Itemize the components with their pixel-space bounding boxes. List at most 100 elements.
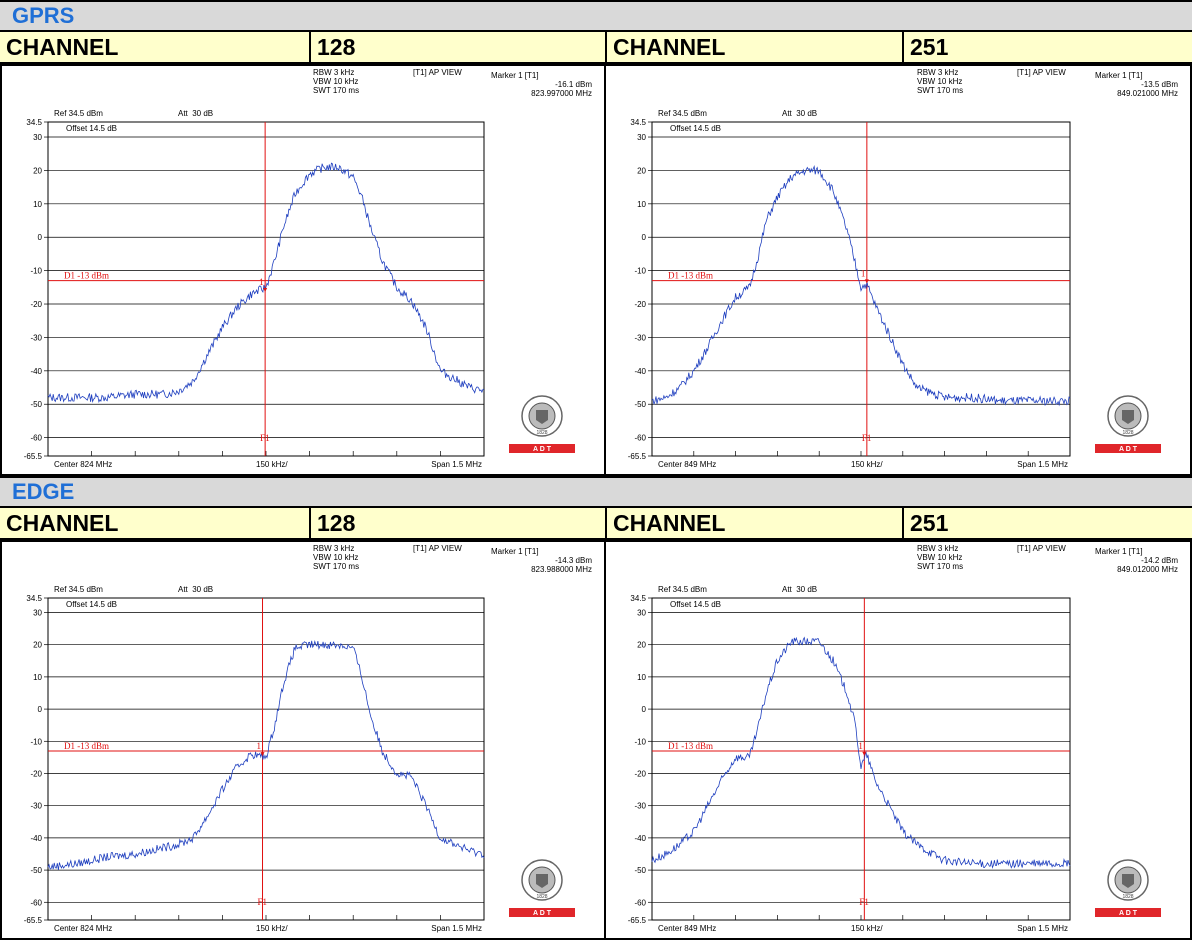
y-tick-label: 20	[637, 641, 646, 650]
y-tick-label: -60	[634, 898, 646, 907]
channel-row-edge: CHANNEL 128 CHANNEL 251	[0, 506, 1192, 540]
y-tick-label: -20	[634, 769, 646, 778]
y-tick-label: 30	[637, 133, 646, 142]
bureau-veritas-logo: 1828 A D T	[509, 859, 575, 917]
y-tick-label: 20	[33, 641, 42, 650]
marker-point	[862, 751, 867, 756]
y-tick-label: 34.5	[630, 118, 646, 127]
view-label: [T1] AP VIEW	[1017, 544, 1066, 553]
channel-label: CHANNEL	[605, 508, 902, 538]
y-tick-label: -40	[634, 367, 646, 376]
y-tick-label: -60	[634, 434, 646, 443]
span-per-division-label: 150 kHz/	[851, 460, 883, 469]
attenuation-label: Att 30 dB	[782, 585, 818, 594]
marker-number: 1	[259, 277, 264, 287]
logo-year: 1828	[1122, 430, 1133, 436]
y-tick-label: -20	[634, 300, 646, 309]
channel-row-gprs: CHANNEL 128 CHANNEL 251	[0, 30, 1192, 64]
y-tick-label: -65.5	[24, 452, 43, 461]
plot-frame	[47, 121, 485, 457]
marker-f1-label: F1	[862, 433, 872, 443]
plot-frame	[651, 121, 1071, 457]
bureau-veritas-logo: 1828 A D T	[1095, 859, 1161, 917]
y-tick-label: -10	[30, 737, 42, 746]
channel-label: CHANNEL	[605, 32, 902, 62]
spectrum-trace	[651, 636, 1071, 869]
span-label: Span 1.5 MHz	[431, 924, 482, 933]
center-frequency-label: Center 824 MHz	[54, 460, 113, 469]
offset-label: Offset 14.5 dB	[670, 124, 721, 133]
marker-point	[864, 279, 869, 284]
plot-frame	[47, 597, 485, 921]
y-tick-label: -20	[30, 769, 42, 778]
view-label: [T1] AP VIEW	[413, 544, 462, 553]
span-label: Span 1.5 MHz	[1017, 460, 1068, 469]
marker-number: 1	[861, 268, 866, 278]
offset-label: Offset 14.5 dB	[670, 600, 721, 609]
y-tick-label: -40	[30, 367, 42, 376]
logo-adt-label: A D T	[1119, 446, 1138, 453]
span-per-division-label: 150 kHz/	[851, 924, 883, 933]
y-tick-label: -65.5	[24, 916, 43, 925]
bureau-veritas-logo: 1828 A D T	[509, 395, 575, 453]
ref-level-label: Ref 34.5 dBm	[658, 585, 707, 594]
y-tick-label: -40	[30, 834, 42, 843]
section-header-edge: EDGE	[0, 476, 1192, 506]
channel-value: 251	[902, 508, 1192, 538]
limit-line-label: D1 -13 dBm	[668, 271, 713, 281]
y-tick-label: 0	[38, 233, 43, 242]
section-title: GPRS	[12, 3, 75, 28]
y-tick-label: 30	[637, 608, 646, 617]
center-frequency-label: Center 849 MHz	[658, 924, 717, 933]
ref-level-label: Ref 34.5 dBm	[54, 585, 103, 594]
logo-adt-label: A D T	[533, 910, 552, 917]
section-header-gprs: GPRS	[0, 0, 1192, 30]
channel-label: CHANNEL	[6, 510, 119, 536]
marker-label: Marker 1 [T1]	[491, 71, 539, 80]
y-tick-label: -30	[634, 802, 646, 811]
y-tick-label: -65.5	[628, 452, 647, 461]
attenuation-label: Att 30 dB	[782, 109, 818, 118]
marker-frequency: 823.988000 MHz	[531, 565, 592, 574]
y-tick-label: -10	[30, 267, 42, 276]
y-tick-label: -30	[30, 333, 42, 342]
span-label: Span 1.5 MHz	[431, 460, 482, 469]
swt-label: SWT 170 ms	[313, 86, 360, 95]
center-frequency-label: Center 824 MHz	[54, 924, 113, 933]
spectrum-panel: RBW 3 kHz VBW 10 kHz SWT 170 ms [T1] AP VIE…	[604, 540, 1192, 940]
rbw-label: RBW 3 kHz	[313, 68, 355, 77]
plot-frame	[651, 597, 1071, 921]
limit-line-label: D1 -13 dBm	[668, 741, 713, 751]
y-tick-label: 34.5	[26, 594, 42, 603]
marker-f1-label: F1	[859, 897, 869, 907]
span-per-division-label: 150 kHz/	[256, 924, 288, 933]
center-frequency-label: Center 849 MHz	[658, 460, 717, 469]
y-tick-label: 10	[33, 200, 42, 209]
spectrum-panel: RBW 3 kHz VBW 10 kHz SWT 170 ms [T1] AP VIE…	[0, 540, 606, 940]
y-tick-label: -50	[30, 866, 42, 875]
marker-number: 1	[858, 741, 863, 751]
span-per-division-label: 150 kHz/	[256, 460, 288, 469]
marker-frequency: 849.012000 MHz	[1117, 565, 1178, 574]
span-label: Span 1.5 MHz	[1017, 924, 1068, 933]
marker-level: -13.5 dBm	[1141, 80, 1178, 89]
marker-label: Marker 1 [T1]	[1095, 71, 1143, 80]
rbw-label: RBW 3 kHz	[917, 544, 959, 553]
swt-label: SWT 170 ms	[917, 562, 964, 571]
logo-year: 1828	[1122, 894, 1133, 900]
y-tick-label: 10	[637, 200, 646, 209]
y-tick-label: 34.5	[26, 118, 42, 127]
spectrum-trace	[651, 165, 1071, 407]
channel-value: 251	[902, 32, 1192, 62]
swt-label: SWT 170 ms	[313, 562, 360, 571]
spectrum-panel: RBW 3 kHz VBW 10 kHz SWT 170 ms [T1] AP VIE…	[604, 64, 1192, 476]
limit-line-label: D1 -13 dBm	[64, 741, 109, 751]
y-tick-label: -60	[30, 898, 42, 907]
y-tick-label: 0	[642, 705, 647, 714]
spectrum-panel: RBW 3 kHz VBW 10 kHz SWT 170 ms [T1] AP VIE…	[0, 64, 606, 476]
rbw-label: RBW 3 kHz	[917, 68, 959, 77]
view-label: [T1] AP VIEW	[1017, 68, 1066, 77]
logo-year: 1828	[536, 430, 547, 436]
spectrum-trace	[47, 640, 485, 870]
vbw-label: VBW 10 kHz	[313, 553, 359, 562]
